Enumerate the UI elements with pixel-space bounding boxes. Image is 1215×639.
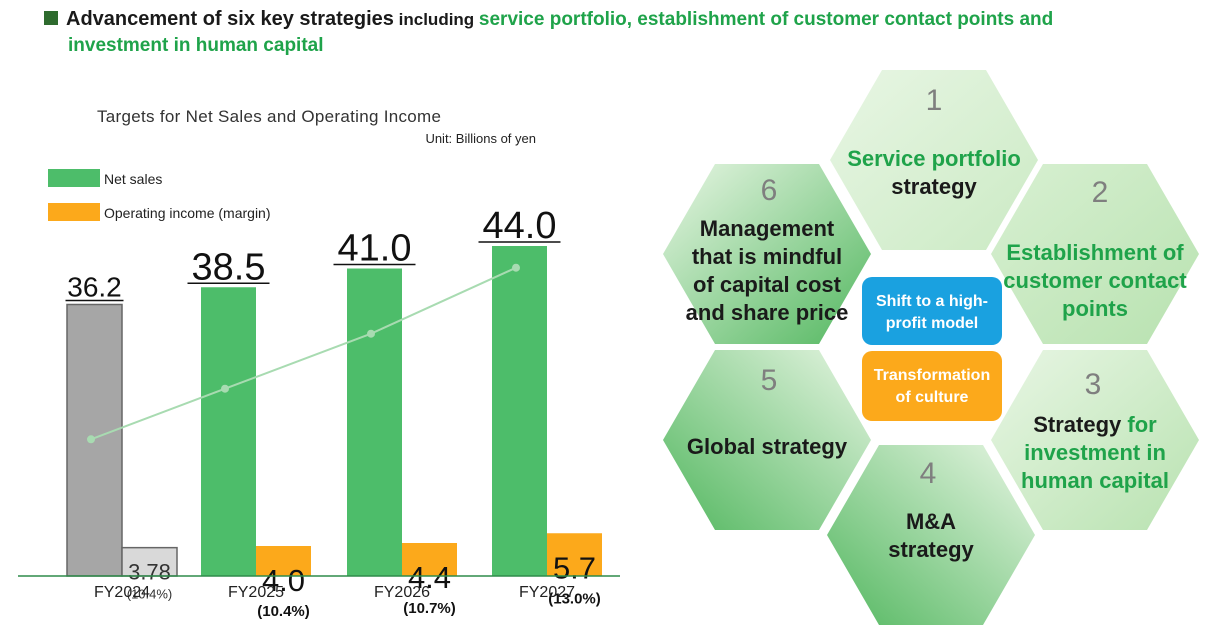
strategy-5-text-line-1: Global strategy [687, 434, 848, 459]
strategy-hex-6: 6 Management that is mindful of capital cos… [663, 164, 871, 344]
strategy-hex-3: 3 Strategy for investment in human capital [991, 350, 1199, 530]
strategy-number-3: 3 [1085, 368, 1102, 401]
hexagon-shape-3 [991, 350, 1199, 530]
data-label-net-sales-fy2025: 38.5 [192, 246, 266, 288]
bar-net-sales-fy2025 [201, 287, 256, 576]
bar-operating-income-fy2025 [256, 546, 311, 576]
bar-operating-income-fy2027 [547, 533, 602, 576]
data-label-operating-income-fy2025: 4.0 [262, 563, 305, 598]
strategy-3-text-line-3: human capital [1021, 468, 1169, 493]
sales-income-chart: Targets for Net Sales and Operating Inco… [18, 107, 620, 620]
header-lead: Advancement of six key strategies [66, 8, 394, 30]
trend-point-fy2025 [221, 384, 229, 393]
legend-swatch-net-sales [48, 169, 100, 187]
bar-net-sales-fy2026 [347, 268, 402, 576]
header-highlight-line2: investment in human capital [68, 35, 324, 56]
strategy-3-text-line-1: Strategy for [1033, 412, 1157, 437]
data-label-margin-fy2026: (10.7%) [403, 600, 456, 617]
data-label-operating-income-fy2024: 3.78 [128, 560, 171, 585]
strategy-2-text-line-2: customer contact [1003, 268, 1187, 293]
x-tick-label-fy2025: FY2025 [228, 584, 284, 601]
legend-label-operating-income: Operating income (margin) [104, 205, 271, 221]
center-box-shape-2 [862, 351, 1002, 421]
strategy-number-6: 6 [761, 174, 778, 207]
strategy-1-text-line-1: Service portfolio [847, 146, 1021, 171]
strategy-4-text-line-2: strategy [888, 537, 974, 562]
slide-header: Advancement of six key strategies includ… [44, 6, 1204, 59]
data-label-net-sales-fy2026: 41.0 [338, 228, 412, 270]
data-label-margin-fy2024: (10.4%) [127, 587, 173, 602]
center-box-1-line-1: Shift to a high- [876, 293, 988, 310]
strategy-hex-1: 1 Service portfolio strategy [830, 70, 1038, 250]
strategy-number-5: 5 [761, 364, 778, 397]
trend-point-fy2024 [87, 435, 95, 444]
legend-label-net-sales: Net sales [104, 171, 162, 187]
data-label-operating-income-fy2026: 4.4 [408, 560, 451, 595]
header-highlight: service portfolio, establishment of cust… [478, 9, 1054, 30]
legend-swatch-operating-income [48, 203, 100, 221]
strategy-number-1: 1 [926, 84, 943, 117]
data-label-operating-income-fy2027: 5.7 [553, 550, 596, 585]
hexagon-shape-4 [827, 445, 1035, 625]
strategy-4-text-line-1: M&A [906, 509, 956, 534]
x-tick-label-fy2026: FY2026 [374, 584, 430, 601]
chart-title: Targets for Net Sales and Operating Inco… [97, 107, 441, 126]
strategy-hex-5: 5 Global strategy [663, 350, 871, 530]
chart-unit-label: Unit: Billions of yen [425, 131, 536, 146]
strategy-hex-4: 4 M&A strategy [827, 445, 1035, 625]
strategy-6-text-line-1: Management [700, 216, 835, 241]
strategy-6-text-line-4: and share price [686, 300, 849, 325]
hexagon-shape-6 [663, 164, 871, 344]
center-box-2: Transformation of culture [862, 351, 1002, 421]
trend-point-fy2026 [367, 329, 375, 338]
data-label-margin-fy2027: (13.0%) [548, 590, 601, 607]
center-box-shape-1 [862, 277, 1002, 345]
strategy-hex-2: 2 Establishment of customer contact points [991, 164, 1199, 344]
header-bullet-square [44, 11, 58, 25]
center-box-2-line-1: Transformation [874, 367, 990, 384]
strategy-1-text-line-2: strategy [891, 174, 977, 199]
strategy-number-4: 4 [920, 457, 937, 490]
strategy-2-text-line-3: points [1062, 296, 1128, 321]
bar-net-sales-fy2027 [492, 246, 547, 576]
center-box-1-line-2: profit model [886, 315, 978, 332]
center-box-1: Shift to a high-profit model [862, 277, 1002, 345]
data-label-net-sales-fy2027: 44.0 [483, 205, 557, 247]
bar-operating-income-fy2024 [121, 546, 178, 577]
bar-operating-income-fy2026 [402, 543, 457, 576]
strategy-3-text-line-2: investment in [1024, 440, 1166, 465]
hexagon-shape-1 [830, 70, 1038, 250]
x-tick-label-fy2027: FY2027 [519, 584, 575, 601]
strategy-6-text-line-2: that is mindful [692, 244, 842, 269]
data-label-margin-fy2025: (10.4%) [257, 603, 310, 620]
strategy-2-text-line-1: Establishment of [1006, 240, 1184, 265]
strategy-number-2: 2 [1092, 176, 1109, 209]
data-label-net-sales-fy2024: 36.2 [67, 272, 122, 303]
trend-point-fy2027 [512, 263, 520, 272]
center-box-2-line-2: of culture [896, 389, 969, 406]
net-sales-trend-line [90, 266, 517, 441]
hexagon-shape-2 [991, 164, 1199, 344]
strategy-6-text-line-3: of capital cost [693, 272, 842, 297]
x-tick-label-fy2024: FY2024 [94, 584, 150, 601]
hexagon-shape-5 [663, 350, 871, 530]
header-connector: including [393, 10, 479, 29]
